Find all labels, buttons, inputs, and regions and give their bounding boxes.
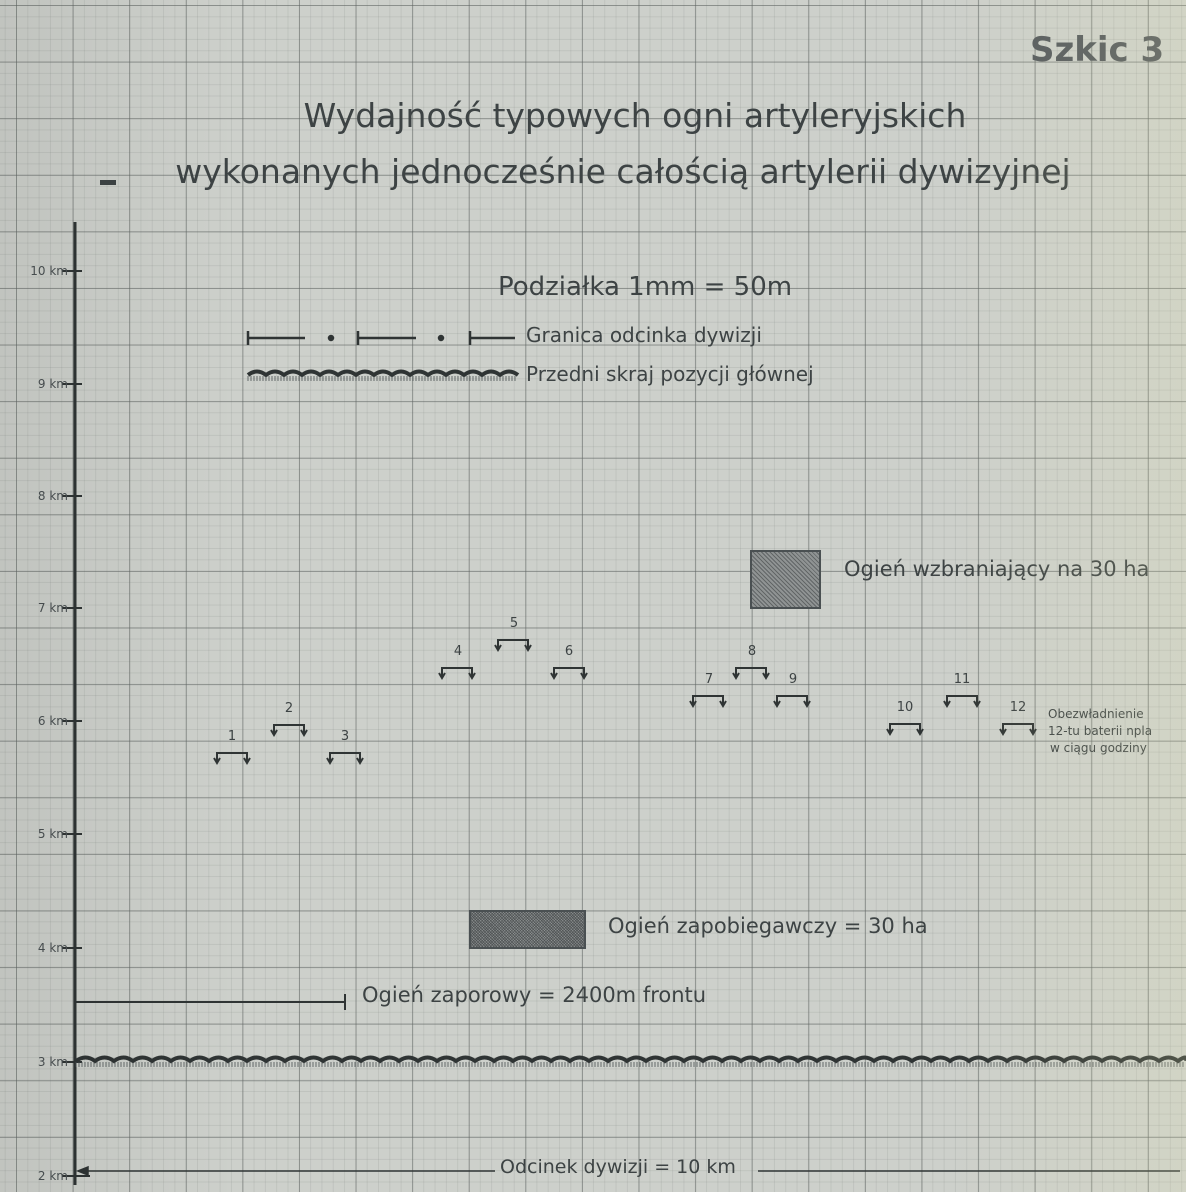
legend-front-edge: Przedni skraj pozycji głównej: [526, 362, 814, 386]
battery-number: 10: [896, 700, 914, 715]
y-label-3km: 3 km: [37, 1055, 68, 1069]
battery-number: 7: [704, 672, 714, 687]
battery-marker: [943, 695, 981, 708]
battery-number: 5: [509, 616, 519, 631]
battery-marker: [326, 752, 364, 765]
y-label-6km: 6 km: [37, 714, 68, 728]
sketch-label: Szkic 3: [1030, 30, 1165, 70]
battery-number: 12: [1009, 700, 1027, 715]
battery-number: 2: [284, 701, 294, 716]
title-line-2: wykonanych jednocześnie całością artyler…: [175, 152, 1071, 191]
note-line-3: w ciągu godziny: [1050, 741, 1147, 755]
y-label-5km: 5 km: [37, 827, 68, 841]
y-axis-ticks: [62, 270, 90, 1177]
battery-number: 6: [564, 644, 574, 659]
title-line-1: Wydajność typowych ogni artyleryjskich: [303, 96, 967, 135]
note-line-1: Obezwładnienie: [1048, 707, 1144, 721]
y-label-2km: 2 km: [37, 1169, 68, 1183]
battery-marker: [773, 695, 811, 708]
battery-number: 4: [453, 644, 463, 659]
y-label-7km: 7 km: [37, 601, 68, 615]
battery-marker: [732, 667, 770, 680]
front-edge-symbol: [246, 369, 520, 381]
preventive-fire-box: [469, 910, 586, 949]
battery-marker: [689, 695, 727, 708]
legend-barrage-fire: Ogień zaporowy = 2400m frontu: [362, 983, 707, 1007]
legend-division-border: Granica odcinka dywizji: [526, 323, 762, 347]
division-sector-arrow: [75, 1165, 1180, 1177]
battery-number: 11: [953, 672, 971, 687]
barrage-fire-line: [75, 994, 346, 1010]
battery-marker: [494, 639, 532, 652]
battery-marker: [438, 667, 476, 680]
battery-number: 3: [340, 729, 350, 744]
y-label-8km: 8 km: [37, 489, 68, 503]
note-line-2: 12-tu baterii npla: [1048, 724, 1153, 738]
prohibiting-fire-box: [750, 550, 821, 609]
battery-number: 1: [227, 729, 237, 744]
battery-marker: [886, 723, 924, 736]
battery-number: 9: [788, 672, 798, 687]
battery-marker: [213, 752, 251, 765]
battery-marker: [270, 724, 308, 737]
battery-marker: [999, 723, 1037, 736]
y-label-4km: 4 km: [37, 941, 68, 955]
y-label-10km: 10 km: [30, 264, 68, 278]
battery-number: 8: [747, 644, 757, 659]
division-sector-label: Odcinek dywizji = 10 km: [500, 1156, 736, 1178]
y-label-9km: 9 km: [37, 377, 68, 391]
scale-label: Podziałka 1mm = 50m: [498, 272, 793, 302]
legend-prohibiting-fire: Ogień wzbraniający na 30 ha: [844, 557, 1150, 581]
battery-markers: [213, 639, 1037, 765]
battery-marker: [550, 667, 588, 680]
legend-preventive-fire: Ogień zapobiegawczy = 30 ha: [608, 914, 928, 938]
front-edge-line: [74, 1055, 1186, 1067]
division-border-symbol: [246, 331, 515, 345]
paper-blemish: [100, 180, 116, 185]
